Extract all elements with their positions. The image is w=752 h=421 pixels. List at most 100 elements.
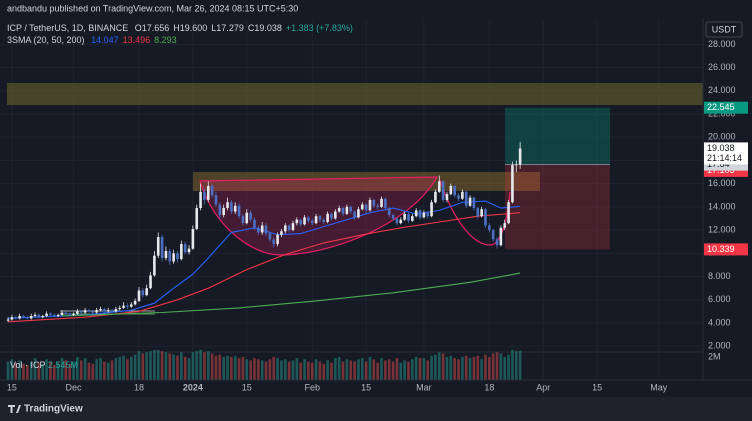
x-tick-label: Feb [304, 382, 320, 392]
candle-body [337, 208, 341, 212]
candle-body [360, 204, 364, 210]
x-tick-label: 15 [592, 382, 602, 392]
volume-bar [68, 363, 71, 380]
candle-body [60, 312, 64, 315]
volume-value: 2.545M [48, 360, 78, 370]
candle-body [364, 204, 368, 211]
volume-bar [495, 352, 499, 380]
volume-bar [422, 358, 426, 380]
candle-body [99, 309, 102, 311]
volume-bar [384, 360, 387, 380]
candle-body [103, 309, 106, 312]
volume-bar [330, 362, 333, 380]
volume-bar [511, 350, 514, 380]
candle-body [303, 217, 306, 225]
volume-bar [29, 361, 33, 380]
volume-bar [237, 358, 241, 380]
volume-bar [445, 356, 449, 380]
candle-body [514, 164, 518, 166]
candle-body [368, 199, 372, 211]
volume-bar [349, 360, 353, 380]
x-tick-label: 18 [134, 382, 144, 392]
candle-body [380, 198, 383, 207]
candle-body [49, 313, 52, 315]
candle-body [191, 228, 195, 249]
volume-bar [133, 354, 137, 380]
last-price-tag [704, 142, 748, 165]
ohlc-value: C19.038 [248, 23, 282, 33]
candle-body [226, 202, 229, 209]
candle-body [145, 288, 148, 296]
candle-body [395, 218, 399, 224]
candle-body [18, 316, 21, 319]
candle-body [468, 197, 472, 206]
candle-body [276, 234, 279, 245]
candle-body [357, 209, 360, 218]
volume-bar [399, 362, 403, 380]
volume-bar [457, 359, 460, 380]
candle-body [407, 213, 410, 221]
volume-bar [283, 359, 287, 380]
candle-body [56, 314, 60, 317]
candle-body [349, 206, 353, 212]
candle-body [172, 253, 175, 262]
candle-body [110, 310, 114, 312]
x-tick-label: 15 [242, 382, 252, 392]
volume-bar [418, 358, 422, 380]
candle-body [180, 244, 183, 260]
candle-body [183, 244, 187, 253]
ohlc-value: L17.279 [211, 23, 244, 33]
candle-body [295, 219, 299, 224]
y-tick-label: 14.000 [708, 201, 736, 211]
price-tag [704, 243, 748, 256]
volume-bar [357, 359, 360, 380]
candle-body [41, 316, 45, 318]
x-tick-label: 18 [484, 382, 494, 392]
candle-body [87, 310, 91, 312]
candle-body [118, 307, 122, 310]
volume-bar [218, 354, 222, 380]
candle-body [472, 197, 476, 209]
candle-body [153, 255, 156, 276]
volume-bar [99, 358, 102, 380]
volume-bar [411, 359, 414, 380]
volume-bar [164, 352, 168, 380]
publisher: andbandu published on TradingView.com, M… [7, 3, 298, 13]
volume-bar [180, 352, 183, 380]
volume-bar [257, 359, 260, 380]
candle-body [33, 314, 37, 317]
volume-bar [295, 358, 299, 380]
candle-body [372, 199, 376, 206]
candle-body [114, 309, 118, 312]
candle-body [249, 212, 252, 220]
candle-body [72, 313, 75, 315]
volume-bar [245, 359, 249, 380]
symbol: ICP / TetherUS, 1D, BINANCE [7, 23, 128, 33]
footer [0, 397, 752, 421]
volume-title: Vol · ICP [10, 360, 46, 370]
y-tick-label: 8.000 [708, 271, 731, 281]
candle-body [257, 227, 260, 233]
volume-bar [518, 350, 522, 380]
volume-bar [149, 351, 152, 380]
volume-bar [41, 363, 45, 380]
candle-body [345, 206, 349, 214]
candle-body [499, 227, 503, 246]
candle-body [83, 310, 87, 313]
volume-bar [187, 358, 191, 380]
volume-bar [434, 354, 437, 380]
x-tick-label: Dec [66, 382, 83, 392]
candle-body [434, 191, 437, 203]
volume-bar [52, 365, 56, 380]
sma-value: 14.047 [91, 35, 119, 45]
candle-body [218, 204, 222, 216]
candle-body [449, 186, 453, 195]
brand: TradingView [24, 404, 83, 415]
candle-body [264, 225, 268, 234]
sma-line [8, 212, 521, 323]
volume-bar [103, 361, 106, 380]
volume-bar [210, 353, 214, 380]
volume-bar [18, 360, 21, 380]
volume-bar [106, 362, 110, 380]
grid [0, 20, 703, 380]
